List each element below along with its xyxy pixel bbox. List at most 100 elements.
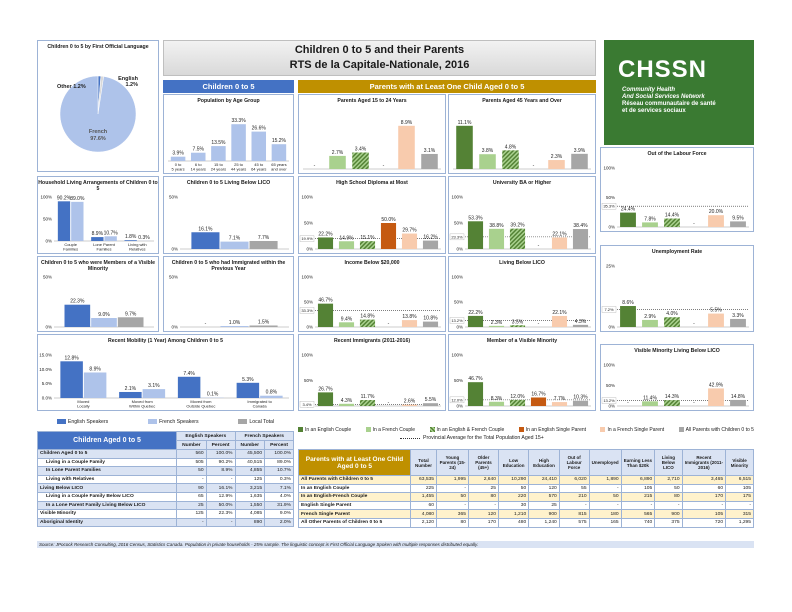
chart-vm-lico: Visible Minority Living Below LICO 0% 50% 1… [600, 344, 754, 411]
bar [422, 403, 439, 406]
y-tick-label: 50% [304, 378, 313, 383]
x-tick-label: Couple [64, 242, 77, 247]
y-tick-label: 0% [608, 325, 615, 330]
cell-value: 220 [497, 492, 530, 502]
cell-value: - [467, 500, 499, 511]
data-label: 2.3% [551, 154, 563, 160]
x-tick-label: Relatives [129, 247, 145, 252]
cell-value: 90.2% [205, 457, 236, 468]
y-tick-label: 50% [606, 383, 615, 388]
group-english: English Speakers [176, 431, 236, 441]
cell-value: 25 [528, 500, 560, 511]
cell-value: 0.3% [264, 474, 294, 485]
avg-value: 35.3% [603, 204, 615, 209]
data-label: 46.7% [468, 376, 483, 382]
data-label: 7.5% [193, 147, 205, 153]
bar [572, 324, 589, 327]
cell-value: 16.1% [205, 483, 236, 493]
data-label: 26.7% [318, 386, 333, 392]
data-label: 22.2% [468, 310, 483, 316]
row-label: Living with Relatives [36, 474, 178, 485]
chart-household: Household Living Arrangements of Childre… [37, 176, 159, 254]
cell-value: - [588, 500, 622, 511]
bar [249, 240, 278, 249]
logo-sub1: Community Health [622, 87, 676, 93]
cell-value: 60 [681, 483, 727, 494]
data-label: - [693, 221, 695, 227]
legend-label: Local Total [249, 419, 275, 425]
cell-value: 89.0% [264, 457, 294, 468]
cell-value: 900 [654, 509, 683, 519]
bar [359, 400, 376, 406]
data-label: - [314, 163, 316, 169]
data-label: 8.6% [622, 300, 634, 306]
data-label: 22.2% [318, 231, 333, 237]
bar [317, 237, 334, 249]
x-tick-label: Within Quebec [129, 404, 155, 409]
y-tick-label: 15.0% [39, 353, 52, 358]
y-tick-label: 0% [608, 225, 615, 230]
y-tick-label: 0% [171, 247, 178, 252]
data-label: 3.9% [574, 148, 586, 154]
x-tick-label: 45 to [254, 162, 264, 167]
data-label: 5.5% [425, 397, 437, 403]
data-label: 3.5% [512, 319, 524, 325]
chart-age: Population by Age Group 3.9% 0 to 5 years 7.… [163, 94, 294, 174]
bar [421, 153, 438, 169]
cell-value: 125 [176, 509, 207, 519]
cell-value: 80 [467, 492, 499, 502]
cell-value: 65 [176, 491, 207, 502]
chart-svg: 0% 50% 22.3% 9.0% 9.7% [43, 275, 154, 330]
chart-svg: - 2.7% 3.4% - 8.9% 3.1% [303, 120, 441, 170]
cell-value: 1,635 [234, 491, 266, 502]
cell-value: 63,535 [410, 475, 437, 485]
chart-immigrated: Children 0 to 5 who had Immigrated withi… [163, 256, 294, 332]
cell-value: 31.9% [264, 500, 294, 511]
y-tick-label: 100% [451, 275, 463, 280]
bar [530, 397, 547, 406]
col-header: Percent [205, 440, 236, 450]
x-tick-label: Living with [128, 242, 147, 247]
avg-badge [449, 396, 465, 404]
data-label: 39.2% [510, 223, 525, 229]
row-label: Visible Minority [36, 509, 178, 519]
legend-item-fr-couple: In a French Couple [365, 427, 416, 433]
bar [708, 313, 724, 327]
data-label: - [383, 163, 385, 169]
bar [502, 150, 519, 169]
row-label: Living Below LICO [36, 483, 178, 493]
table-children-title: Children Aged 0 to 5 [36, 431, 178, 450]
data-label: 8.9% [89, 366, 101, 372]
data-label: 22.1% [552, 232, 567, 238]
y-tick-label: 0% [45, 325, 52, 330]
legend-label: In a French Couple [372, 427, 416, 433]
chart-title: Member of a Visible Minority [486, 338, 558, 344]
y-tick-label: 100% [603, 363, 615, 368]
data-label: 4.0% [666, 311, 678, 317]
data-label: 14.3% [665, 394, 680, 400]
row-label: Living in a Couple Family [36, 457, 178, 468]
cell-value: 1,295 [725, 517, 754, 528]
cell-value: 100.0% [264, 449, 294, 459]
cell-value: 45,500 [234, 449, 266, 459]
bar [551, 315, 568, 327]
cell-value: 105 [681, 509, 727, 519]
data-label: 22.1% [552, 310, 567, 316]
data-label: - [533, 163, 535, 169]
data-label: 7.7% [554, 396, 566, 402]
cell-value: 100.0% [205, 449, 236, 459]
bar [467, 382, 484, 406]
data-label: - [388, 400, 390, 406]
chart-svg: 0% 50% 100% 19.9% 22.2% 14.9% 15.1% 50.0% 29.7% 1… [299, 195, 441, 252]
bar [467, 221, 484, 249]
chart-title: Children 0 to 5 Living Below LICO [186, 180, 271, 186]
bar [572, 400, 589, 406]
chart-fols: Children 0 to 5 by First Official Langua… [37, 40, 159, 172]
chart-svg: 0% 50% 100% 33.3% 46.7% 9.4% 14.8% - 13.8% 10.8% [299, 275, 441, 330]
data-label: - [205, 321, 207, 327]
x-tick-label: Outside Quebec [186, 404, 215, 409]
data-label: 4.8% [505, 144, 517, 150]
cell-value: 6,890 [620, 475, 656, 485]
data-label: 13.5% [211, 140, 226, 146]
